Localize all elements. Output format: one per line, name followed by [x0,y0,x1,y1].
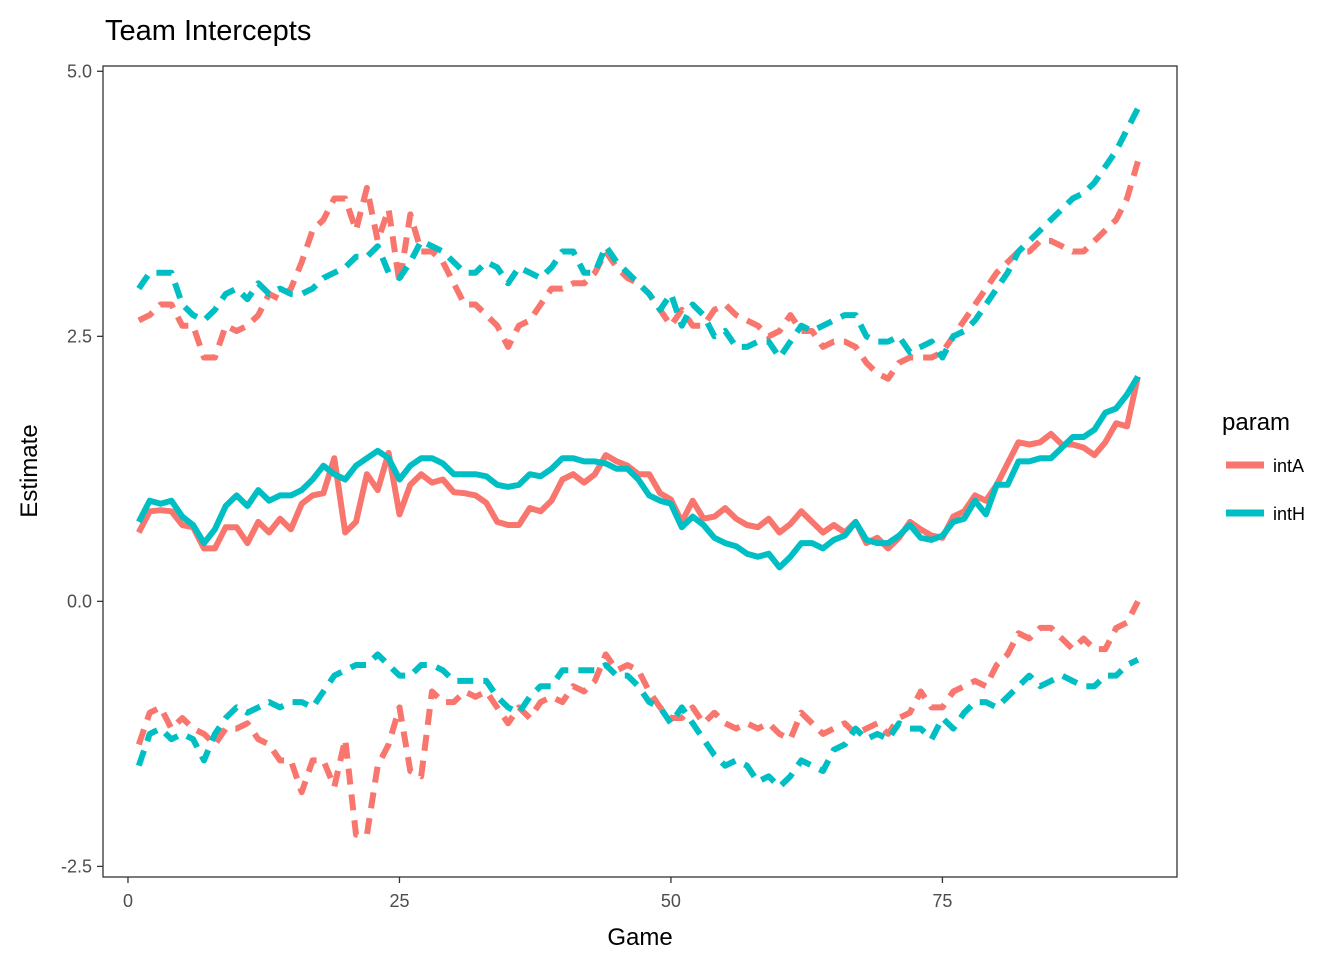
y-tick-label: 0.0 [67,591,92,611]
series-line-intH-lower [135,651,1140,790]
legend-label-intA: intA [1273,456,1304,476]
y-axis-title: Estimate [16,424,43,517]
legend-entries: intA intH [1226,456,1305,524]
x-tick-label: 0 [123,891,133,911]
series-line-intH-estimate [136,375,1141,571]
series-line-intA-lower [135,600,1141,838]
series-line-intH-upper [136,107,1141,361]
series-line-intA-estimate [136,375,1141,552]
y-tick-label: 5.0 [67,61,92,81]
x-tick-label: 50 [661,891,681,911]
x-tick-label: 75 [932,891,952,911]
legend: param intA intH [1222,409,1305,524]
chart-title: Team Intercepts [105,15,311,47]
x-tick-label: 25 [389,891,409,911]
series-layer [135,107,1141,838]
y-axis: -2.5 0.0 2.5 5.0 [61,61,103,876]
legend-title: param [1222,409,1290,436]
y-tick-label: 2.5 [67,326,92,346]
x-axis-title: Game [607,924,672,951]
x-axis: 0 25 50 75 [123,877,952,911]
y-tick-label: -2.5 [61,856,92,876]
legend-label-intH: intH [1273,504,1305,524]
